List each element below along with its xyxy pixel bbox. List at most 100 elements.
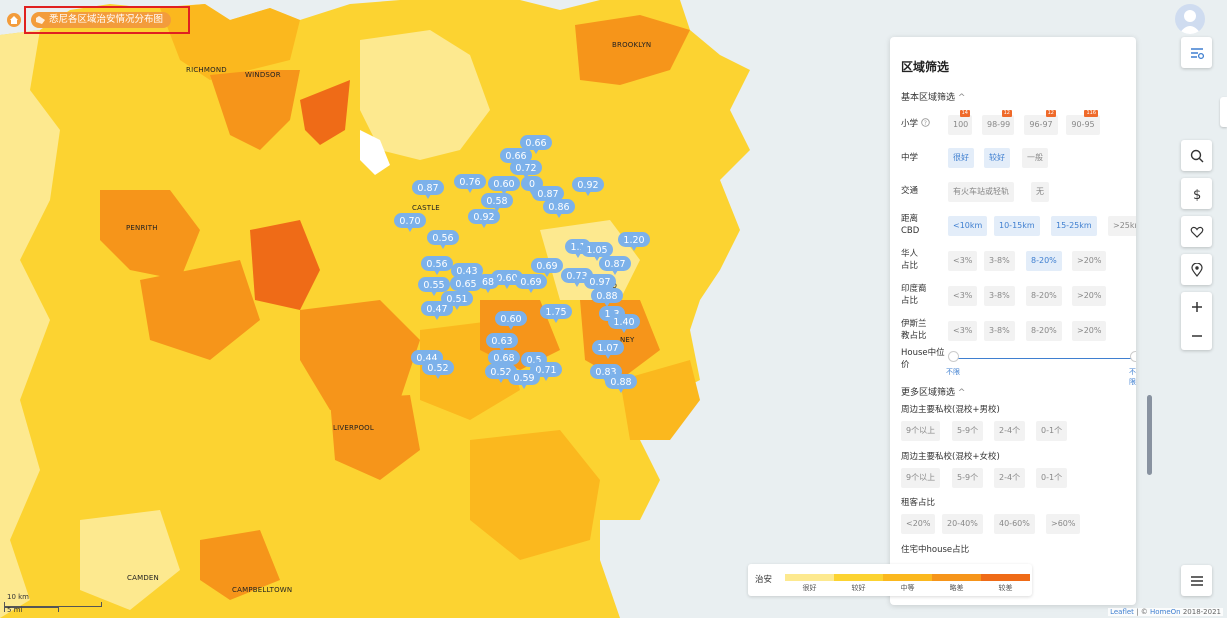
region-liverpool[interactable] bbox=[330, 395, 420, 480]
filter-toggle-button[interactable] bbox=[1181, 37, 1212, 68]
chinese-option-gt20[interactable]: >20% bbox=[1072, 251, 1107, 271]
search-button[interactable] bbox=[1181, 140, 1212, 171]
locate-button[interactable] bbox=[1181, 254, 1212, 285]
boys-option-9plus[interactable]: 9个以上 bbox=[901, 421, 941, 441]
region-brooklyn[interactable] bbox=[575, 15, 690, 85]
favorite-button[interactable] bbox=[1181, 216, 1212, 247]
crime-index-marker[interactable]: 0.55 bbox=[418, 277, 450, 296]
crime-index-marker[interactable]: 0.87 bbox=[599, 256, 631, 275]
girls-option-5-9[interactable]: 5-9个 bbox=[952, 468, 984, 488]
menu-button[interactable] bbox=[1181, 565, 1212, 596]
crime-index-marker[interactable]: 1.20 bbox=[618, 232, 650, 251]
crime-index-marker[interactable]: 1.75 bbox=[540, 304, 572, 323]
crime-index-marker[interactable]: 0.76 bbox=[454, 174, 486, 193]
help-icon[interactable]: ? bbox=[920, 118, 930, 127]
house-price-max-handle[interactable] bbox=[1130, 351, 1136, 362]
crime-index-marker[interactable]: 0.56 bbox=[421, 256, 453, 275]
indian-option-8-20[interactable]: 8-20% bbox=[1026, 286, 1062, 306]
crime-index-marker[interactable]: 0.87 bbox=[412, 180, 444, 199]
region-sydney-cbd[interactable] bbox=[580, 300, 660, 380]
boys-option-0-1[interactable]: 0-1个 bbox=[1036, 421, 1068, 441]
basic-filter-section[interactable]: 基本区域筛选 ^ bbox=[901, 93, 966, 103]
crime-index-marker[interactable]: 1.07 bbox=[592, 340, 624, 359]
map-title-tab[interactable]: 悉尼各区域治安情况分布图 bbox=[31, 12, 172, 28]
indian-option-3-8[interactable]: 3-8% bbox=[984, 286, 1015, 306]
secondary-option-excellent[interactable]: 很好 bbox=[948, 148, 974, 168]
region-unzoned[interactable] bbox=[360, 130, 390, 175]
islam-option-lt3[interactable]: <3% bbox=[948, 321, 978, 341]
primary-option-100[interactable]: 100 14 bbox=[948, 110, 972, 135]
crime-index-marker[interactable]: 0.69 bbox=[515, 274, 547, 293]
region-hawkesbury[interactable] bbox=[160, 4, 300, 80]
renters-option-gt60[interactable]: >60% bbox=[1046, 514, 1081, 534]
price-button[interactable]: $ bbox=[1181, 178, 1212, 209]
primary-option-98-99[interactable]: 98-99 12 bbox=[982, 110, 1014, 135]
indian-option-lt3[interactable]: <3% bbox=[948, 286, 978, 306]
crime-index-marker[interactable]: 0.70 bbox=[394, 213, 426, 232]
crime-index-marker[interactable]: 0.58 bbox=[481, 193, 513, 212]
crime-index-marker[interactable]: 0.88 bbox=[591, 288, 623, 307]
region-macarthur[interactable] bbox=[80, 510, 180, 610]
region-north-west[interactable] bbox=[300, 80, 350, 145]
islam-option-3-8[interactable]: 3-8% bbox=[984, 321, 1015, 341]
cbd-option-gt25[interactable]: >25km bbox=[1108, 216, 1136, 236]
islam-option-gt20[interactable]: >20% bbox=[1072, 321, 1107, 341]
transport-option-none[interactable]: 无 bbox=[1031, 182, 1049, 202]
region-mount-druitt[interactable] bbox=[250, 220, 320, 310]
zoom-out-button[interactable] bbox=[1181, 321, 1212, 350]
house-price-slider-track[interactable] bbox=[952, 358, 1135, 359]
crime-index-markers[interactable]: 0.660.660.720.76 0.60 00.87 0.920.870.580.8… bbox=[394, 135, 650, 393]
indian-option-gt20[interactable]: >20% bbox=[1072, 286, 1107, 306]
renters-option-40-60[interactable]: 40-60% bbox=[994, 514, 1035, 534]
region-blacktown[interactable] bbox=[100, 190, 200, 280]
panel-collapse-handle[interactable] bbox=[1220, 97, 1227, 127]
renters-option-lt20[interactable]: <20% bbox=[901, 514, 936, 534]
more-filter-section[interactable]: 更多区域筛选 ^ bbox=[901, 388, 966, 398]
region-ku-ring-gai[interactable] bbox=[360, 30, 490, 160]
boys-option-2-4[interactable]: 2-4个 bbox=[994, 421, 1026, 441]
renters-option-20-40[interactable]: 20-40% bbox=[942, 514, 983, 534]
crime-index-marker[interactable]: 0.92 bbox=[572, 177, 604, 196]
crime-index-marker[interactable]: 0.60 bbox=[495, 311, 527, 330]
leaflet-link[interactable]: Leaflet bbox=[1110, 608, 1134, 616]
crime-index-marker[interactable]: 0.59 bbox=[508, 370, 540, 389]
crime-index-marker[interactable]: 68 bbox=[477, 274, 499, 293]
secondary-option-average[interactable]: 一般 bbox=[1022, 148, 1048, 168]
panel-scrollbar[interactable] bbox=[1147, 395, 1152, 475]
primary-option-90-95[interactable]: 90-95 116 bbox=[1066, 110, 1100, 135]
islam-option-8-20[interactable]: 8-20% bbox=[1026, 321, 1062, 341]
region-penrith-east[interactable] bbox=[140, 260, 260, 360]
girls-option-9plus[interactable]: 9个以上 bbox=[901, 468, 941, 488]
transport-option-rail[interactable]: 有火车站或轻轨 bbox=[948, 182, 1014, 202]
region-sutherland[interactable] bbox=[470, 430, 600, 560]
crime-index-marker[interactable]: 0.88 bbox=[605, 374, 637, 393]
zoom-in-button[interactable] bbox=[1181, 292, 1212, 321]
cbd-option-15-25[interactable]: 15-25km bbox=[1051, 216, 1097, 236]
region-south-east[interactable] bbox=[620, 360, 700, 440]
cbd-option-10-15[interactable]: 10-15km bbox=[994, 216, 1040, 236]
boys-option-5-9[interactable]: 5-9个 bbox=[952, 421, 984, 441]
cbd-option-lt10[interactable]: <10km bbox=[948, 216, 988, 236]
crime-index-marker[interactable]: 0.60 bbox=[488, 176, 520, 195]
crime-index-marker[interactable]: 0.66 bbox=[520, 135, 552, 154]
crime-index-marker[interactable]: 0.60 bbox=[491, 270, 523, 289]
crime-index-marker[interactable]: 0.56 bbox=[427, 230, 459, 249]
crime-index-marker[interactable]: 0.69 bbox=[531, 258, 563, 277]
crime-index-marker[interactable]: 0.52 bbox=[422, 360, 454, 379]
chinese-option-lt3[interactable]: <3% bbox=[948, 251, 978, 271]
crime-index-marker[interactable]: 0.92 bbox=[468, 209, 500, 228]
girls-option-0-1[interactable]: 0-1个 bbox=[1036, 468, 1068, 488]
region-windsor[interactable] bbox=[210, 70, 300, 150]
crime-index-marker[interactable]: 0.63 bbox=[486, 333, 518, 352]
crime-index-marker[interactable]: 1.40 bbox=[608, 314, 640, 333]
region-west-farmland[interactable] bbox=[0, 30, 60, 618]
crime-index-marker[interactable]: 0.86 bbox=[543, 199, 575, 218]
chinese-option-3-8[interactable]: 3-8% bbox=[984, 251, 1015, 271]
user-avatar[interactable] bbox=[1175, 4, 1205, 34]
chinese-option-8-20[interactable]: 8-20% bbox=[1026, 251, 1062, 271]
crime-index-marker[interactable]: 1.05 bbox=[581, 242, 613, 261]
primary-option-96-97[interactable]: 96-97 12 bbox=[1024, 110, 1058, 135]
homeon-link[interactable]: HomeOn bbox=[1149, 608, 1181, 616]
crime-index-marker[interactable]: 0.47 bbox=[421, 301, 453, 320]
girls-option-2-4[interactable]: 2-4个 bbox=[994, 468, 1026, 488]
